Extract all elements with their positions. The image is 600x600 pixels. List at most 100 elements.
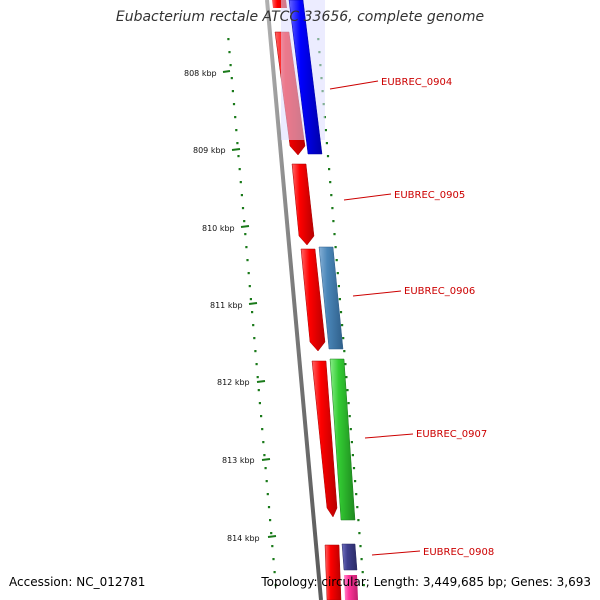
gene-leader-line [352, 290, 402, 297]
track-tick [254, 350, 257, 353]
kbp-tick [267, 535, 277, 538]
track-tick [249, 298, 252, 301]
kbp-tick [231, 148, 241, 151]
gene-block-EUBREC_0904 [288, 0, 323, 155]
gene-block-EUBREC_0907 [329, 358, 356, 521]
track-tick [349, 428, 352, 431]
track-tick [260, 415, 263, 418]
track-tick [333, 233, 336, 236]
track-tick [246, 259, 249, 262]
track-tick [269, 519, 272, 522]
track-tick [358, 532, 361, 535]
track-tick [256, 376, 259, 379]
track-tick [266, 493, 269, 496]
track-tick [328, 168, 331, 171]
track-tick [274, 584, 277, 587]
kbp-tick [240, 225, 250, 228]
gene-label: EUBREC_0904 [381, 77, 452, 88]
track-tick [326, 155, 330, 158]
gene-leader-line [364, 433, 414, 439]
gene-label: EUBREC_0908 [423, 547, 494, 558]
kbp-tick [222, 70, 231, 73]
gene-label: EUBREC_0905 [394, 190, 465, 201]
orf-block [311, 360, 338, 518]
kbp-label: 814 kbp [227, 534, 260, 543]
inner-tick-track [317, 38, 365, 587]
track-tick [272, 558, 275, 561]
gene-block-pink [344, 575, 358, 600]
track-tick [357, 519, 360, 522]
track-tick [265, 480, 268, 483]
track-tick [236, 142, 239, 145]
coordinate-labels: 808 kbp 809 kbp 810 kbp 811 kbp 812 kbp … [184, 69, 277, 543]
topology-text: Topology: circular; Length: 3,449,685 bp… [261, 575, 591, 589]
orf-block [324, 544, 342, 600]
track-tick [267, 506, 271, 509]
kbp-tick [261, 458, 271, 461]
track-tick [232, 103, 236, 106]
track-tick [360, 558, 363, 561]
kbp-label: 811 kbp [210, 301, 243, 310]
track-tick [234, 116, 237, 119]
track-tick [334, 246, 337, 249]
outer-tick-track [227, 38, 277, 587]
track-tick [245, 246, 248, 249]
track-tick [347, 402, 350, 405]
track-tick [355, 493, 358, 496]
gene-track [281, 0, 358, 600]
track-tick [324, 129, 327, 132]
track-tick [336, 272, 339, 275]
genome-backbone [265, 0, 323, 600]
kbp-tick [248, 302, 258, 305]
track-tick [227, 38, 230, 41]
kbp-label: 809 kbp [193, 146, 226, 155]
gene-leader-line [329, 80, 379, 90]
track-tick [271, 545, 274, 548]
track-tick [339, 311, 343, 314]
track-tick [252, 324, 255, 327]
track-tick [253, 337, 256, 340]
track-tick [332, 220, 335, 223]
track-tick [335, 259, 338, 262]
track-tick [270, 532, 273, 535]
track-tick [343, 350, 346, 353]
track-tick [240, 194, 243, 197]
track-tick [356, 506, 359, 509]
track-tick [231, 90, 234, 93]
track-tick [258, 402, 261, 405]
track-tick [359, 545, 362, 548]
track-tick [241, 207, 245, 210]
kbp-label: 810 kbp [202, 224, 235, 233]
kbp-label: 813 kbp [222, 456, 255, 465]
track-tick [230, 77, 233, 80]
track-tick [238, 168, 241, 171]
gene-label: EUBREC_0907 [416, 429, 487, 440]
track-tick [362, 584, 365, 587]
track-tick [338, 298, 341, 301]
track-tick [350, 441, 353, 444]
track-tick [237, 155, 240, 158]
kbp-tick [256, 380, 266, 383]
track-tick [248, 285, 251, 288]
kbp-label: 812 kbp [217, 378, 250, 387]
track-tick [264, 467, 267, 470]
gene-block-EUBREC_0908 [341, 543, 358, 571]
track-tick [261, 428, 264, 431]
gene-leader-line [343, 193, 392, 201]
track-tick [263, 454, 266, 457]
gene-label: EUBREC_0906 [404, 286, 475, 297]
track-tick [346, 389, 349, 392]
track-tick [243, 220, 246, 223]
gene-block-EUBREC_0906 [318, 246, 344, 350]
track-tick [331, 207, 334, 210]
track-tick [257, 389, 260, 392]
map-title: Eubacterium rectale ATCC 33656, complete… [115, 9, 485, 25]
kbp-label: 808 kbp [184, 69, 217, 78]
track-tick [345, 376, 348, 379]
track-tick [235, 129, 238, 132]
track-tick [239, 181, 242, 184]
track-tick [352, 467, 356, 470]
gene-labels: EUBREC_0904 EUBREC_0905 EUBREC_0906 EUBR… [329, 77, 494, 558]
track-tick [228, 51, 231, 54]
